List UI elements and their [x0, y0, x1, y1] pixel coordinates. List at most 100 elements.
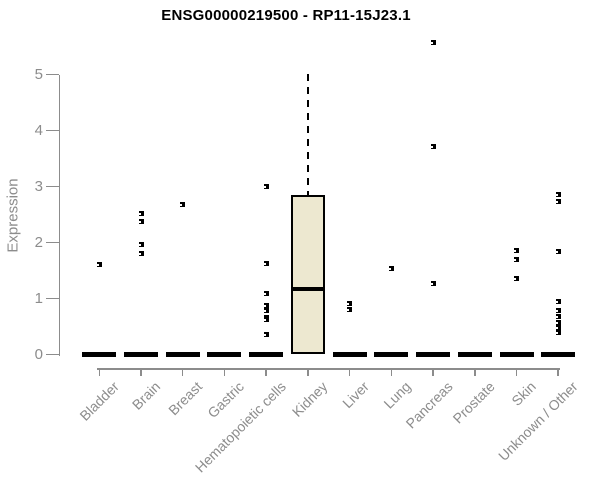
outlier-point [138, 211, 144, 217]
outlier-point [263, 184, 269, 189]
outlier-point-notch [263, 319, 266, 322]
outlier-point-notch [430, 283, 433, 286]
zero-box-bar [374, 352, 409, 357]
zero-box-bar [499, 352, 534, 357]
outlier-point [555, 299, 561, 305]
outlier-point [555, 313, 561, 319]
outlier-point-notch [138, 252, 141, 255]
outlier-point-notch [514, 249, 516, 252]
outlier-point [263, 317, 269, 323]
outlier-point [514, 275, 519, 281]
y-tick-label: 3 [34, 177, 43, 195]
outlier-point [514, 247, 519, 253]
outlier-point [263, 308, 269, 314]
outlier-point-notch [263, 310, 266, 313]
outlier-point-notch [263, 262, 266, 265]
outlier-point-notch [388, 267, 391, 270]
y-tick [45, 129, 59, 132]
y-tick-label: 0 [34, 345, 43, 363]
outlier-point-notch [96, 263, 99, 266]
outlier-point-notch [555, 315, 558, 318]
outlier-point-notch [555, 201, 558, 204]
y-tick-label: 5 [34, 65, 43, 83]
outlier-point-notch [514, 277, 516, 280]
x-tick [98, 369, 101, 376]
y-tick [45, 73, 59, 76]
zero-box-bar [207, 352, 242, 357]
zero-box-bar [124, 352, 159, 357]
outlier-point-notch [263, 304, 266, 307]
whisker-cap [0, 0, 16, 3]
x-axis-tick-label: Lung [380, 378, 414, 412]
outlier-point-notch [555, 250, 558, 253]
plot-area: 0 1 2 3 4 5 Bladder Brain Breast Gastric Hematopoi… [0, 0, 600, 475]
outlier-point-notch [138, 220, 141, 223]
y-axis-label: Expression [4, 178, 22, 253]
x-axis-tick-label: Kidney [288, 378, 331, 420]
outlier-point [263, 332, 269, 338]
outlier-point-notch [263, 334, 266, 337]
outlier-point-notch [138, 213, 141, 216]
outlier-point [138, 241, 144, 247]
outlier-point [347, 306, 353, 312]
y-tick-label: 4 [34, 121, 43, 139]
box [290, 194, 325, 355]
outlier-point-notch [180, 203, 183, 206]
outlier-point-notch [138, 243, 141, 246]
x-tick [474, 369, 476, 376]
outlier-point-notch [430, 41, 433, 44]
outlier-point [555, 199, 561, 205]
zero-box-bar [541, 352, 576, 357]
x-axis-tick-label: Prostate [449, 378, 498, 427]
chart-title: ENSG00000219500 - RP11-15J23.1 [161, 7, 411, 24]
x-axis-tick-label: Liver [339, 378, 373, 412]
x-axis-tick-label: Brain [129, 378, 164, 413]
outlier-point [514, 256, 519, 262]
outlier-point [555, 308, 561, 314]
outlier-point [96, 261, 102, 267]
zero-box-bar [416, 352, 451, 357]
x-axis-line [97, 368, 560, 370]
outlier-point [430, 144, 436, 150]
x-tick [140, 369, 142, 376]
x-tick [307, 369, 309, 376]
x-tick [432, 369, 434, 376]
outlier-point [555, 319, 561, 325]
outlier-point-notch [430, 146, 433, 149]
zero-box-bar [332, 352, 367, 357]
outlier-point [138, 218, 144, 224]
box-median-line [291, 286, 324, 291]
y-tick [45, 353, 59, 356]
x-axis-tick-label: Bladder [76, 378, 122, 424]
x-axis-tick-label: Unknown / Other [495, 378, 581, 464]
outlier-point-notch [347, 303, 350, 306]
whisker-line [306, 74, 309, 195]
outlier-point [180, 201, 186, 207]
outlier-point-notch [555, 321, 558, 324]
x-tick [265, 369, 267, 376]
outlier-point [263, 290, 269, 296]
outlier-point-notch [555, 331, 558, 334]
outlier-point-notch [555, 301, 558, 304]
outlier-point [430, 281, 436, 287]
outlier-point-notch [263, 186, 266, 188]
outlier-point [555, 329, 561, 335]
outlier-point-notch [555, 327, 558, 330]
zero-box-bar [165, 352, 200, 357]
y-tick [45, 241, 59, 244]
outlier-point-notch [347, 308, 350, 311]
y-axis-line [58, 74, 60, 356]
zero-box-bar [457, 352, 492, 357]
x-tick [181, 369, 184, 376]
outlier-point-notch [555, 194, 558, 197]
x-tick [390, 369, 393, 376]
y-tick [45, 185, 59, 188]
x-axis-tick-label: Skin [508, 378, 540, 409]
outlier-point [555, 325, 561, 331]
outlier-point [347, 301, 353, 307]
outlier-point-notch [514, 258, 516, 261]
zero-box-bar [249, 352, 284, 357]
y-tick [45, 297, 59, 300]
y-tick-label: 1 [34, 289, 43, 307]
outlier-point-notch [555, 310, 558, 313]
